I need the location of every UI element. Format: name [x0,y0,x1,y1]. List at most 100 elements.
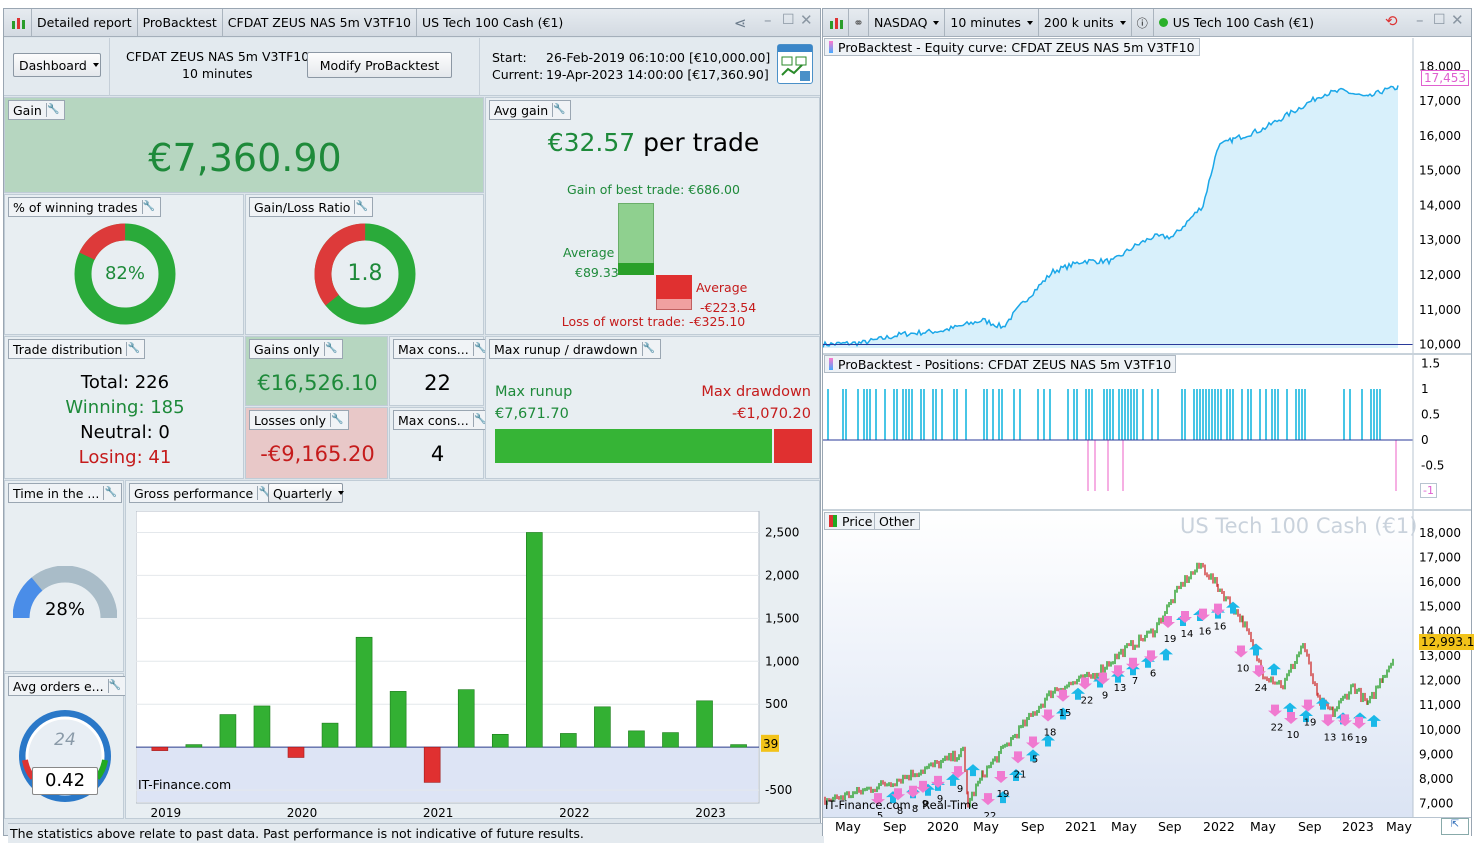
time-axis-label: Sep [1021,819,1045,834]
price-tick: 9,000 [1419,747,1453,761]
winning-trades: Winning: 185 [65,397,185,418]
gain-value: €7,360.90 [148,136,342,180]
price-background [823,511,1413,817]
wrench-icon[interactable]: 🔧 [472,413,487,427]
sell-arrow-icon [1252,665,1266,678]
chart-app-icon [823,9,849,36]
trade-count-label: 8 [912,804,918,815]
trade-count-label: 22 [1081,695,1094,706]
positions-tick: -0.5 [1421,459,1444,473]
tab-detailed-report[interactable]: Detailed report [32,9,138,36]
time-axis-label: May [973,819,999,834]
period-dropdown[interactable]: Quarterly [268,483,345,503]
positions-chart: 1.5 1 0.5 0 -0.5 [823,355,1444,509]
buy-arrow-icon [1071,687,1085,700]
best-trade-label: Gain of best trade: €686.00 [567,182,740,197]
x-tick-label: 2022 [559,806,590,819]
gross-bar [696,700,713,748]
price-tick: 12,000 [1419,674,1461,688]
refresh-icon[interactable]: ⟲ [1385,12,1398,30]
equity-tick: 18,000 [1419,59,1461,73]
units-dropdown[interactable]: 200 k units [1039,9,1132,36]
winning-pct-value: 82% [104,263,145,284]
losses-only-value: -€9,165.20 [260,442,375,466]
wrench-icon[interactable]: 🔧 [45,103,60,117]
wrench-icon[interactable]: 🔧 [126,342,141,356]
wrench-icon[interactable]: 🔧 [641,342,656,356]
report-window: Detailed report ProBacktest CFDAT ZEUS N… [3,8,824,843]
wrench-icon[interactable]: 🔧 [354,200,369,214]
chevron-down-icon [1026,20,1033,25]
positions-tick: 0.5 [1421,408,1440,422]
sell-arrow-icon [951,766,965,779]
info-icon[interactable]: ⓘ [1132,9,1154,36]
gross-bar [594,706,611,748]
equity-curve-chart: 18,000 17,000 16,000 15,000 14,000 13,000 12,0… [823,38,1461,353]
report-titlebar: Detailed report ProBacktest CFDAT ZEUS N… [4,9,820,37]
positions-tick: 1.5 [1421,357,1440,371]
trade-count-label: 14 [1181,629,1194,640]
price-tick: 18,000 [1419,526,1461,540]
modify-probacktest-button[interactable]: Modify ProBacktest [307,52,452,78]
trade-count-label: 21 [1014,769,1027,780]
wrench-icon[interactable]: 🔧 [141,200,156,214]
equity-legend-icon [829,41,833,53]
other-tab[interactable]: Other [874,512,920,530]
tab-probacktest[interactable]: ProBacktest [138,9,223,36]
sell-arrow-icon [1178,611,1192,624]
close-icon[interactable]: ✕ [1451,11,1464,29]
avg-win-bar [618,263,654,275]
trade-count-label: 16 [1199,627,1212,638]
share-icon[interactable]: ⋖ [734,14,747,32]
instrument-label: US Tech 100 Cash (€1) [1154,9,1319,36]
equity-area [823,85,1398,349]
maximize-icon[interactable]: ☐ [782,12,795,28]
buy-arrow-icon [1249,643,1263,656]
trade-count-label: 19 [1355,735,1368,746]
tab-instrument[interactable]: US Tech 100 Cash (€1) [421,15,564,30]
wrench-icon[interactable]: 🔧 [323,342,338,356]
sell-arrow-icon [1144,650,1158,663]
y-tick-label: 2,000 [765,568,799,582]
wrench-icon[interactable]: 🔧 [552,103,566,117]
price-tab[interactable]: Price [824,512,878,530]
scroll-end-icon[interactable]: ⇱ [1441,818,1469,835]
negative-zone [137,747,758,802]
gains-only-panel: Gains only 🔧 €16,526.10 [245,336,388,406]
market-dropdown[interactable]: NASDAQ [869,9,946,36]
time-axis-label: 2021 [1065,819,1097,834]
max-cons-loss-value: 4 [430,442,445,466]
tab-strategy[interactable]: CFDAT ZEUS NAS 5m V3TF10 [223,9,417,36]
sell-arrow-icon [906,785,920,798]
wrench-icon[interactable]: 🔧 [107,679,122,693]
price-legend-icon [829,515,837,527]
trade-count-label: 9 [922,799,928,810]
gross-bar [423,746,441,783]
sell-arrow-icon [1338,714,1352,727]
positions-legend-icon [829,358,833,370]
price-tick: 13,000 [1419,649,1461,663]
wrench-icon[interactable]: 🔧 [103,486,118,500]
close-icon[interactable]: ✕ [800,11,813,29]
trade-count-label: 5 [877,811,883,817]
max-cons-win-title: Max cons... 🔧 [393,339,492,359]
wrench-icon[interactable]: 🔧 [472,342,487,356]
maximize-icon[interactable]: ☐ [1433,12,1446,28]
positions-last-value: -1 [1420,483,1437,498]
report-settings-icon[interactable] [777,44,813,84]
sell-arrow-icon [1011,751,1025,764]
sell-arrow-icon [1041,709,1055,722]
equity-tick: 12,000 [1419,268,1461,282]
minimize-icon[interactable]: – [764,11,772,29]
losses-only-panel: Losses only 🔧 -€9,165.20 [245,407,388,479]
minimize-icon[interactable]: – [1416,11,1424,29]
dashboard-dropdown[interactable]: Dashboard [13,53,101,77]
wrench-icon[interactable]: 🔧 [257,486,271,500]
timeframe-dropdown[interactable]: 10 minutes [945,9,1039,36]
equity-tick: 17,000 [1419,94,1461,108]
buy-arrow-icon [1367,714,1381,727]
gains-only-title: Gains only 🔧 [249,339,343,359]
link-icon[interactable]: ⚭ [849,9,869,36]
wrench-icon[interactable]: 🔧 [330,413,344,427]
trade-count-label: 6 [1150,668,1156,679]
